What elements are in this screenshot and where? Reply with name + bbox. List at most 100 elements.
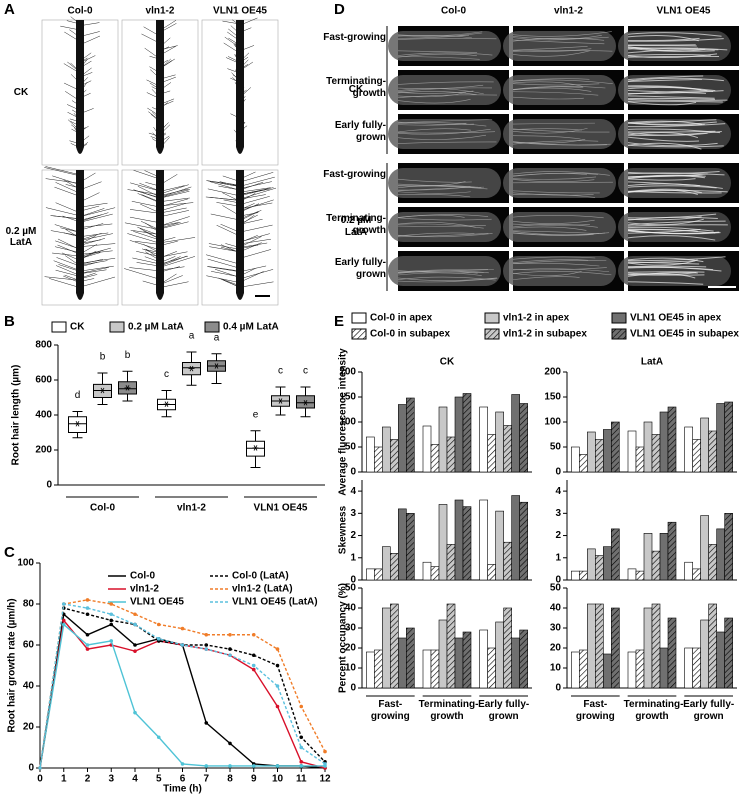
filament <box>512 127 588 134</box>
root-hair <box>50 215 81 220</box>
y-tick-label: 60 <box>23 640 35 651</box>
filament <box>512 268 610 273</box>
y-tick-label: 0 <box>555 575 561 586</box>
bar <box>692 568 701 581</box>
hair-outline <box>503 75 616 105</box>
bar <box>724 617 733 689</box>
point <box>109 622 114 627</box>
y-tick-label: 20 <box>550 643 562 654</box>
root-hair <box>239 187 271 193</box>
significance-letter: a <box>214 332 220 343</box>
filament <box>627 95 715 99</box>
x-tick-label: Fast-growing <box>370 699 410 722</box>
filament <box>512 270 612 276</box>
bar <box>495 411 504 473</box>
point <box>133 612 137 617</box>
y-tick-label: 1 <box>555 552 561 563</box>
point <box>180 762 185 766</box>
root <box>76 170 84 300</box>
legend-swatch <box>611 328 627 340</box>
x-tick-label: VLN1 OE45 <box>254 503 308 514</box>
root-hair <box>159 189 190 198</box>
bar <box>479 406 488 473</box>
bar <box>374 649 383 689</box>
root-hair <box>214 269 241 278</box>
y-tick-label: 400 <box>35 410 52 421</box>
point <box>109 602 114 606</box>
filament <box>627 259 698 266</box>
x-tick-label: Terminating-growth <box>623 699 684 722</box>
y-tick-label: 50 <box>550 583 562 594</box>
bar <box>366 568 375 581</box>
root <box>236 20 244 154</box>
row-label: CK <box>348 84 364 95</box>
filament <box>627 266 722 272</box>
bar <box>603 429 612 473</box>
bar <box>700 417 709 473</box>
filament <box>512 192 594 196</box>
filament <box>627 229 716 234</box>
y-tick-label: 3 <box>555 508 561 519</box>
filament <box>397 185 488 190</box>
bar <box>406 397 415 473</box>
filament <box>627 265 707 268</box>
y-tick-label: 0 <box>46 480 52 491</box>
filament <box>512 142 607 146</box>
bar <box>446 603 456 689</box>
root-hair <box>79 212 109 222</box>
mean <box>99 387 106 394</box>
filament <box>512 83 600 86</box>
point <box>133 643 137 647</box>
root <box>156 170 164 300</box>
y-tick-label: 10 <box>550 663 562 674</box>
bar <box>390 603 399 689</box>
bar <box>651 434 661 473</box>
filament <box>512 219 595 224</box>
bar <box>382 426 391 473</box>
filament <box>512 193 596 198</box>
point <box>85 643 90 647</box>
filament <box>627 75 704 81</box>
filament <box>512 128 610 133</box>
root-hair <box>239 202 273 210</box>
bar <box>430 566 440 581</box>
filament <box>397 88 484 95</box>
x-tick-label: 5 <box>156 774 162 785</box>
root-hair <box>129 209 161 214</box>
filament <box>627 190 728 193</box>
column-title: LatA <box>641 357 663 368</box>
point <box>228 647 232 651</box>
root-hair <box>239 188 270 195</box>
filament <box>627 47 728 51</box>
filament <box>627 101 697 106</box>
root-hair <box>133 169 161 180</box>
filament <box>397 81 494 85</box>
bar <box>659 411 669 473</box>
point <box>299 704 304 709</box>
legend-swatch <box>484 328 500 340</box>
bar <box>406 627 415 689</box>
root-hair <box>55 182 81 194</box>
y-tick-label: 30 <box>550 623 562 634</box>
y-axis-label: Percent occupancy (%) <box>338 583 349 693</box>
filament <box>512 91 599 96</box>
root-hair <box>239 269 274 280</box>
point <box>61 622 66 627</box>
root-hair <box>45 178 81 184</box>
root-hair <box>135 240 161 245</box>
root-hair <box>45 166 81 176</box>
bar <box>422 425 432 473</box>
bar <box>503 541 512 581</box>
filament <box>512 230 600 234</box>
x-tick-label: 10 <box>272 774 284 785</box>
root-hair <box>79 232 109 237</box>
point <box>299 735 304 740</box>
root-hair <box>159 216 190 227</box>
root-hair <box>133 231 161 241</box>
bar <box>700 515 709 581</box>
column-label: vln1-2 <box>554 6 583 17</box>
legend-label: 0.2 µM LatA <box>128 322 184 333</box>
root-hair <box>239 233 270 243</box>
root-hair <box>55 269 81 277</box>
filament <box>512 78 590 82</box>
